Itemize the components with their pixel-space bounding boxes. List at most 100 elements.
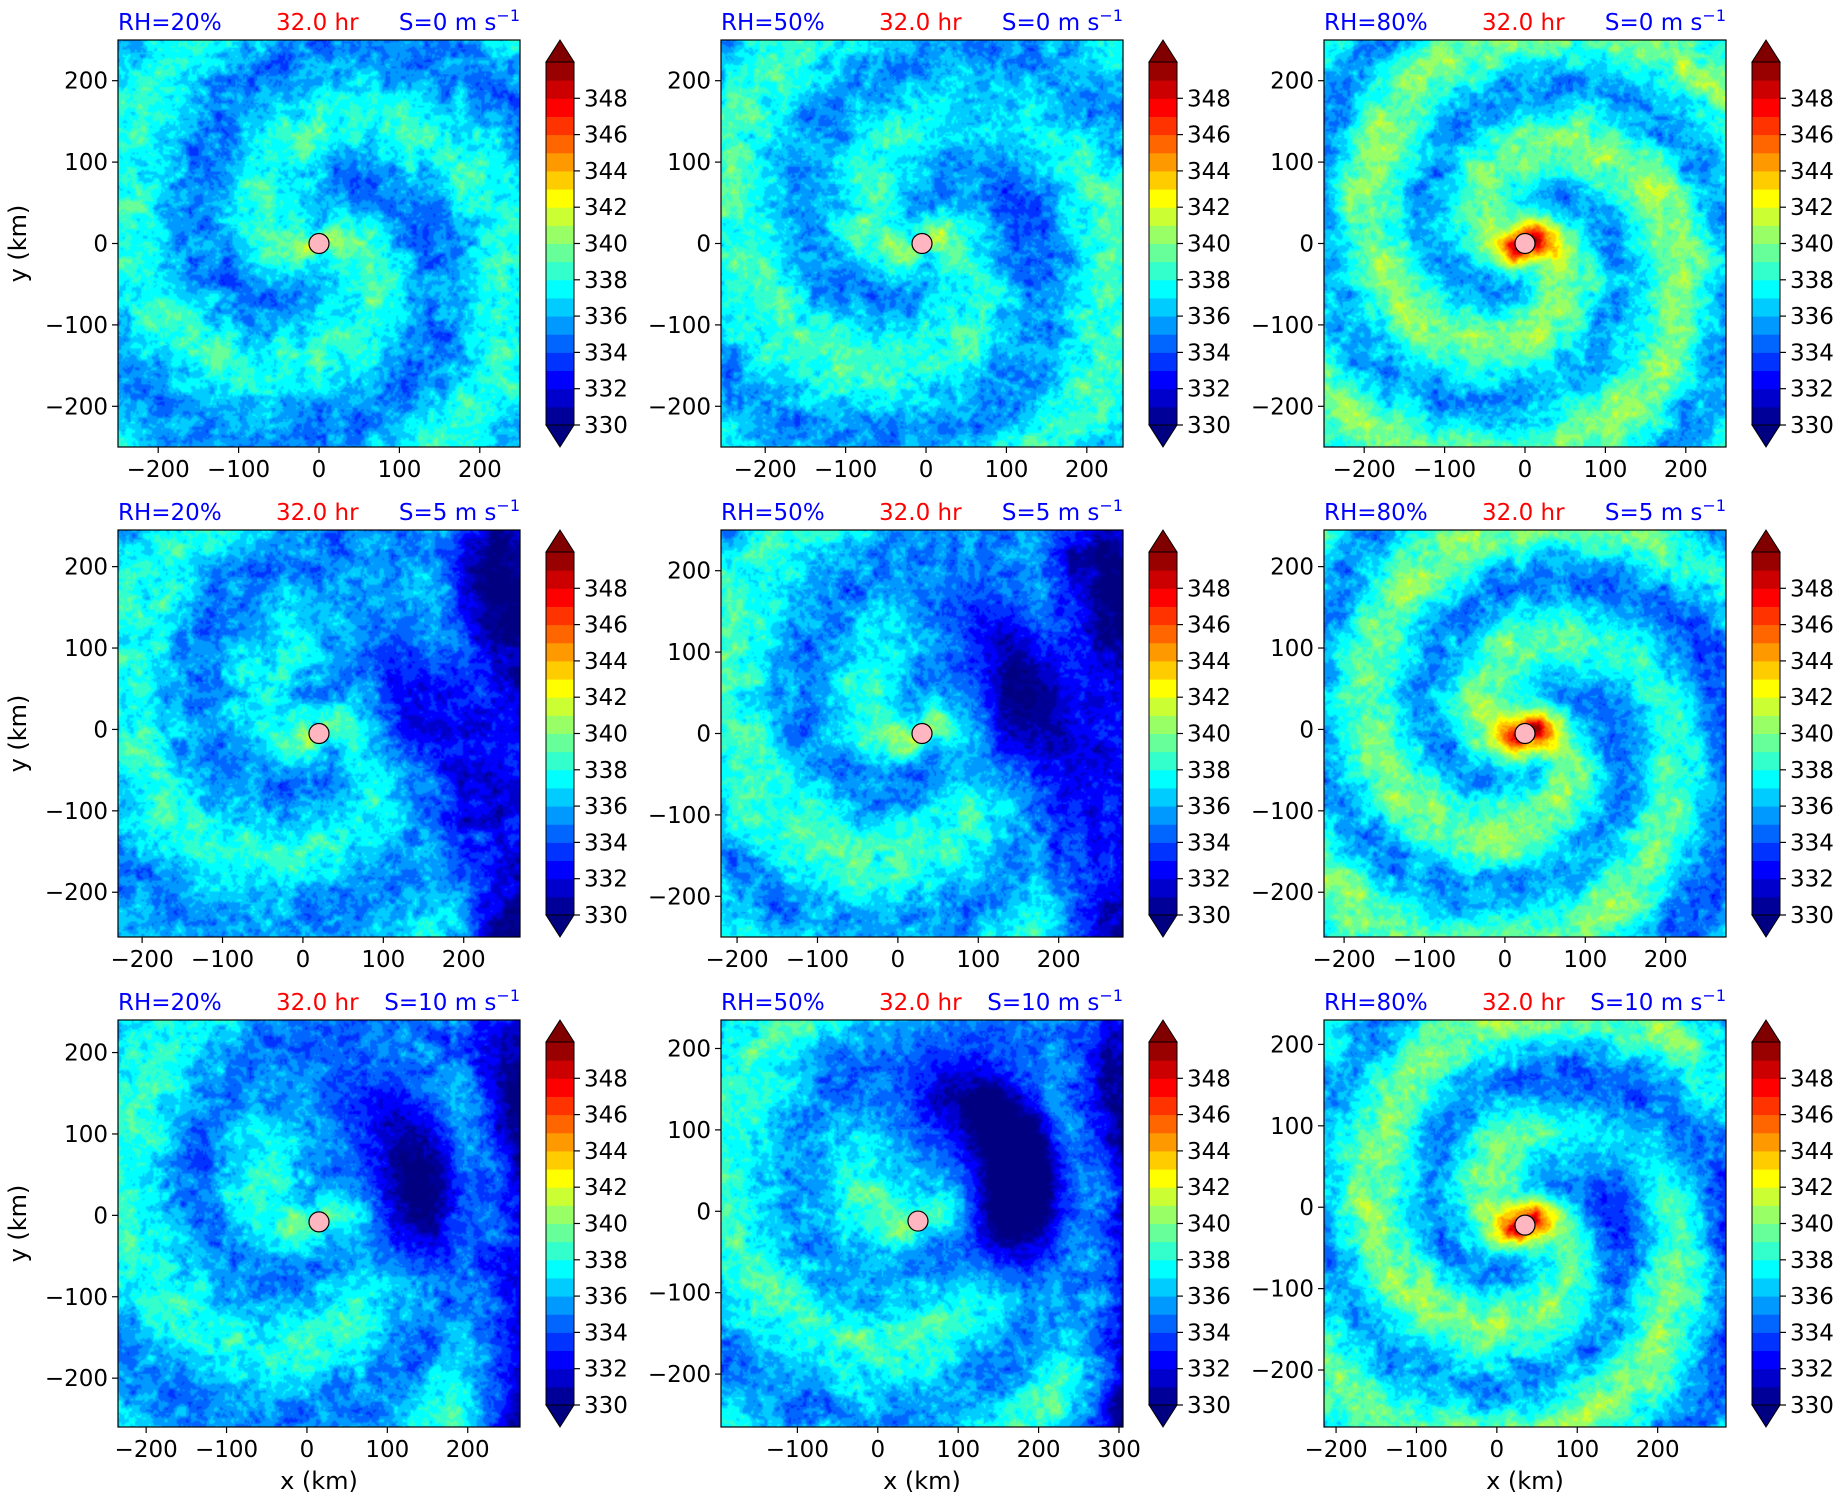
colorbar-level <box>1149 1187 1177 1206</box>
colorbar-level <box>1149 152 1177 172</box>
colorbar-level <box>546 660 574 680</box>
panel-rh80-s10: −200 −100 0 100 200 −200 −100 0 100 200 x (km) RH=8… <box>1251 986 1833 1495</box>
colorbar-level <box>1149 878 1177 898</box>
y-tick-label: 200 <box>64 555 108 581</box>
colorbar-level <box>1149 225 1177 244</box>
colorbar-level <box>1752 1132 1780 1152</box>
colorbar-tick-label: 342 <box>1187 1175 1231 1201</box>
colorbar-level <box>1149 334 1177 353</box>
colorbar-tick-label: 344 <box>1187 159 1231 185</box>
colorbar-level <box>1149 1241 1177 1261</box>
colorbar-extend-max <box>545 1019 575 1043</box>
x-tick-label: 100 <box>1583 457 1627 483</box>
colorbar: 330 332 334 336 338 340 342 344 346 348 <box>1751 529 1833 938</box>
panel-rh80-s5: −200 −100 0 100 200 −200 −100 0 100 200 RH=80% 32.0… <box>1251 496 1833 973</box>
colorbar-tick-label: 330 <box>584 1393 628 1419</box>
colorbar-level <box>546 334 574 353</box>
colorbar-level <box>1149 1150 1177 1170</box>
colorbar-level <box>1149 860 1177 880</box>
colorbar-level <box>546 769 574 789</box>
colorbar-level <box>1752 1042 1780 1061</box>
colorbar-tick-label: 330 <box>1187 903 1231 929</box>
storm-center-marker <box>911 722 933 745</box>
y-axis-label: y (km) <box>4 205 32 283</box>
colorbar-extend-max <box>1148 1019 1178 1043</box>
x-tick-label: 300 <box>1097 1437 1141 1463</box>
colorbar-level <box>1752 1350 1780 1370</box>
x-tick-label: −200 <box>1304 1437 1367 1463</box>
colorbar-level <box>1149 1042 1177 1061</box>
colorbar-level <box>546 1114 574 1134</box>
colorbar-level <box>1752 1386 1780 1406</box>
colorbar-level <box>546 406 574 426</box>
x-tick-label: −100 <box>1385 1437 1448 1463</box>
colorbar-level <box>546 370 574 390</box>
colorbar-tick-label: 332 <box>1790 377 1833 403</box>
colorbar-extend-min <box>1751 914 1781 938</box>
colorbar-level <box>546 1042 574 1061</box>
colorbar-level <box>1149 406 1177 426</box>
x-tick-label: 0 <box>919 457 934 483</box>
colorbar-level <box>546 1277 574 1297</box>
colorbar-tick-label: 334 <box>1790 830 1833 856</box>
colorbar-level <box>1149 1223 1177 1243</box>
colorbar-level <box>1752 225 1780 244</box>
colorbar-level <box>1752 1205 1780 1224</box>
y-tick-label: 0 <box>93 232 108 258</box>
colorbar-level <box>1752 1296 1780 1315</box>
x-tick-label: 100 <box>1563 947 1607 973</box>
colorbar-level <box>1752 1241 1780 1261</box>
y-tick-label: 0 <box>93 717 108 743</box>
y-tick-label: 0 <box>696 1199 711 1225</box>
colorbar-level <box>1149 824 1177 843</box>
colorbar-tick-label: 334 <box>584 1320 628 1346</box>
colorbar: 330 332 334 336 338 340 342 344 346 348 <box>545 1019 628 1428</box>
colorbar-level <box>1752 642 1780 662</box>
colorbar-level <box>1149 1259 1177 1279</box>
colorbar-level <box>1149 388 1177 408</box>
colorbar-level <box>1752 697 1780 716</box>
colorbar-level <box>546 842 574 862</box>
x-tick-label: −200 <box>705 947 768 973</box>
axes-frame <box>1323 1019 1727 1428</box>
colorbar-level <box>546 1259 574 1279</box>
y-tick-label: 100 <box>667 1118 711 1144</box>
x-tick-label: 0 <box>1490 1437 1505 1463</box>
colorbar-level <box>1149 316 1177 335</box>
colorbar-level <box>546 715 574 734</box>
colorbar-level <box>546 80 574 99</box>
colorbar-level <box>1149 679 1177 698</box>
colorbar-extend-min <box>545 424 575 448</box>
shear-label: S=10 m s−1 <box>384 986 520 1016</box>
colorbar-level <box>1752 751 1780 771</box>
rh-label: RH=80% <box>1324 500 1428 526</box>
panel-rh20-s0: −200 −100 0 100 200 −200 −100 0 100 200 y (km) RH=2… <box>4 6 628 483</box>
colorbar-level <box>1752 1368 1780 1388</box>
colorbar-tick-label: 330 <box>1187 1393 1231 1419</box>
x-tick-label: 100 <box>1555 1437 1599 1463</box>
colorbar-tick-label: 348 <box>584 86 628 112</box>
colorbar-level <box>1149 207 1177 226</box>
colorbar-level <box>546 1350 574 1370</box>
x-tick-label: 200 <box>458 457 502 483</box>
y-tick-label: −200 <box>1251 1358 1314 1384</box>
colorbar-tick-label: 336 <box>1790 1284 1833 1310</box>
colorbar-extend-max <box>1148 39 1178 63</box>
x-tick-label: 200 <box>1664 457 1708 483</box>
y-tick-label: 200 <box>64 1041 108 1067</box>
colorbar-level <box>1149 642 1177 662</box>
colorbar-level <box>546 642 574 662</box>
time-label: 32.0 hr <box>276 990 359 1016</box>
colorbar-level <box>1752 116 1780 136</box>
colorbar-level <box>1149 279 1177 299</box>
colorbar-tick-label: 348 <box>1187 1066 1231 1092</box>
colorbar-level <box>1752 62 1780 81</box>
colorbar-level <box>546 297 574 317</box>
colorbar-tick-label: 334 <box>1187 1320 1231 1346</box>
storm-center-marker <box>308 1211 330 1233</box>
colorbar-tick-label: 346 <box>1187 613 1231 639</box>
x-tick-label: −100 <box>1413 457 1476 483</box>
colorbar-level <box>546 261 574 281</box>
colorbar-level <box>546 1368 574 1388</box>
colorbar-tick-label: 344 <box>1790 1139 1833 1165</box>
